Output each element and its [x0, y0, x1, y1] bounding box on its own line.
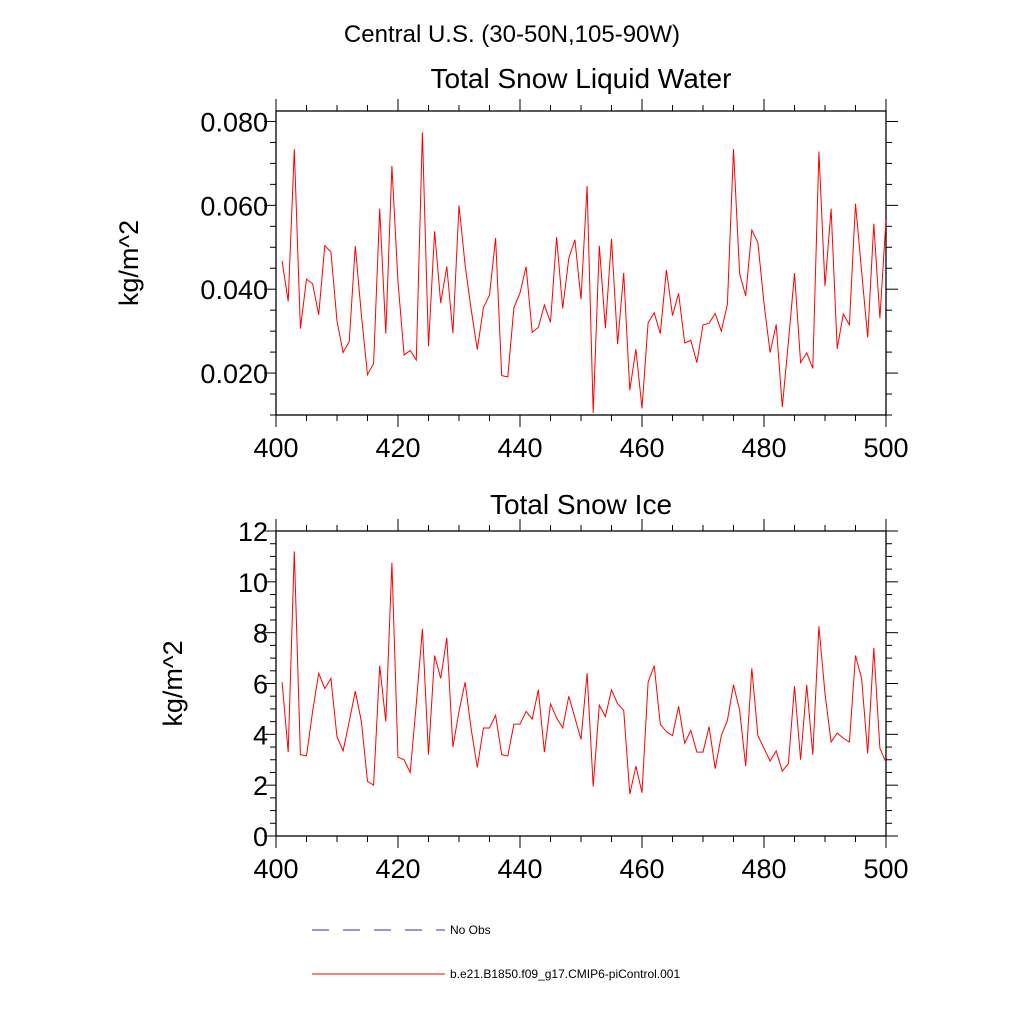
- series-line: [281, 132, 887, 413]
- legend-label-no-obs: No Obs: [450, 923, 491, 937]
- page-title: Central U.S. (30-50N,105-90W): [344, 21, 680, 48]
- y-tick-label: 0.080: [200, 107, 268, 137]
- y-tick-label: 0.020: [200, 359, 268, 389]
- x-tick-label: 440: [497, 433, 542, 463]
- x-tick-label: 400: [253, 854, 298, 884]
- panel-snow-liquid-water: Total Snow Liquid Water kg/m^2 400 420 440 46…: [114, 63, 909, 463]
- x-tick-label: 400: [253, 433, 298, 463]
- y-tick-label: 8: [253, 619, 268, 649]
- x-tick-label: 500: [863, 854, 908, 884]
- x-tick-label: 460: [619, 433, 664, 463]
- x-tick-label: 460: [619, 854, 664, 884]
- legend-label-model: b.e21.B1850.f09_g17.CMIP6-piControl.001: [450, 967, 680, 981]
- x-tick-label: 500: [863, 433, 908, 463]
- legend: No Obs b.e21.B1850.f09_g17.CMIP6-piContr…: [312, 923, 680, 981]
- x-tick-label: 440: [497, 854, 542, 884]
- y-tick-label: 6: [253, 670, 268, 700]
- plot-frame: [275, 110, 887, 416]
- y-axis-label: kg/m^2: [114, 220, 144, 306]
- chart-title: Total Snow Liquid Water: [431, 63, 732, 94]
- y-tick-label: 0.060: [200, 191, 268, 221]
- y-tick-label: 4: [253, 720, 268, 750]
- y-axis-label: kg/m^2: [158, 640, 188, 726]
- y-tick-label: 0: [253, 822, 268, 852]
- x-tick-label: 480: [741, 854, 786, 884]
- y-tick-label: 12: [238, 517, 268, 547]
- y-tick-label: 2: [253, 771, 268, 801]
- series-line: [281, 551, 887, 795]
- plot-frame: [275, 530, 887, 837]
- x-tick-label: 420: [375, 433, 420, 463]
- panel-snow-ice: Total Snow Ice kg/m^2 400 420 440 460 480 500 0 2…: [158, 489, 909, 884]
- chart-title: Total Snow Ice: [490, 489, 672, 520]
- x-tick-label: 420: [375, 854, 420, 884]
- y-tick-label: 0.040: [200, 275, 268, 305]
- y-tick-label: 10: [238, 568, 268, 598]
- x-tick-label: 480: [741, 433, 786, 463]
